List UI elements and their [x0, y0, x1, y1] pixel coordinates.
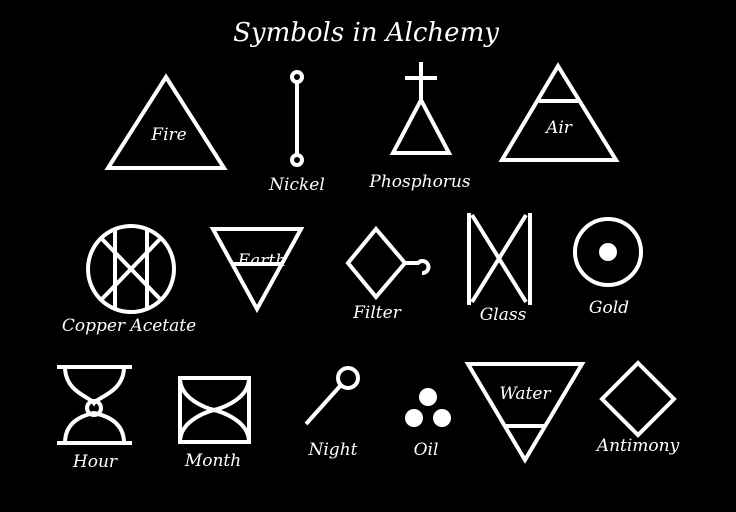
copper-acetate-label: Copper Acetate — [62, 316, 196, 336]
gold-circle-dot-icon — [573, 217, 643, 287]
air-label: Air — [544, 118, 573, 138]
antimony-label: Antimony — [595, 436, 680, 456]
water-label: Water — [499, 384, 551, 404]
hour-label: Hour — [72, 452, 118, 472]
glass-cross-icon — [467, 213, 532, 305]
month-box-icon — [178, 376, 251, 444]
gold-label: Gold — [589, 298, 629, 318]
phosphorus-cross-triangle-icon — [389, 62, 453, 155]
filter-diamond-icon — [345, 225, 431, 301]
nickel-line-icon — [290, 70, 304, 167]
water-triangle-icon — [464, 362, 586, 464]
night-label: Night — [308, 440, 358, 460]
month-label: Month — [184, 451, 241, 471]
phosphorus-label: Phosphorus — [368, 172, 470, 192]
night-key-icon — [304, 366, 360, 426]
hour-glass-icon — [57, 365, 132, 445]
fire-label: Fire — [150, 125, 186, 145]
filter-label: Filter — [352, 303, 402, 323]
glass-label: Glass — [480, 305, 527, 325]
earth-label: Earth — [237, 251, 286, 271]
air-triangle-icon — [498, 62, 620, 162]
page-title: Symbols in Alchemy — [233, 18, 499, 48]
fire-triangle-icon — [104, 73, 228, 170]
earth-triangle-icon — [209, 227, 305, 314]
oil-label: Oil — [414, 440, 439, 460]
oil-three-dots-icon — [405, 388, 451, 427]
antimony-diamond-icon — [599, 360, 677, 438]
nickel-label: Nickel — [268, 175, 325, 195]
copper-acetate-wheel-icon — [86, 224, 176, 314]
